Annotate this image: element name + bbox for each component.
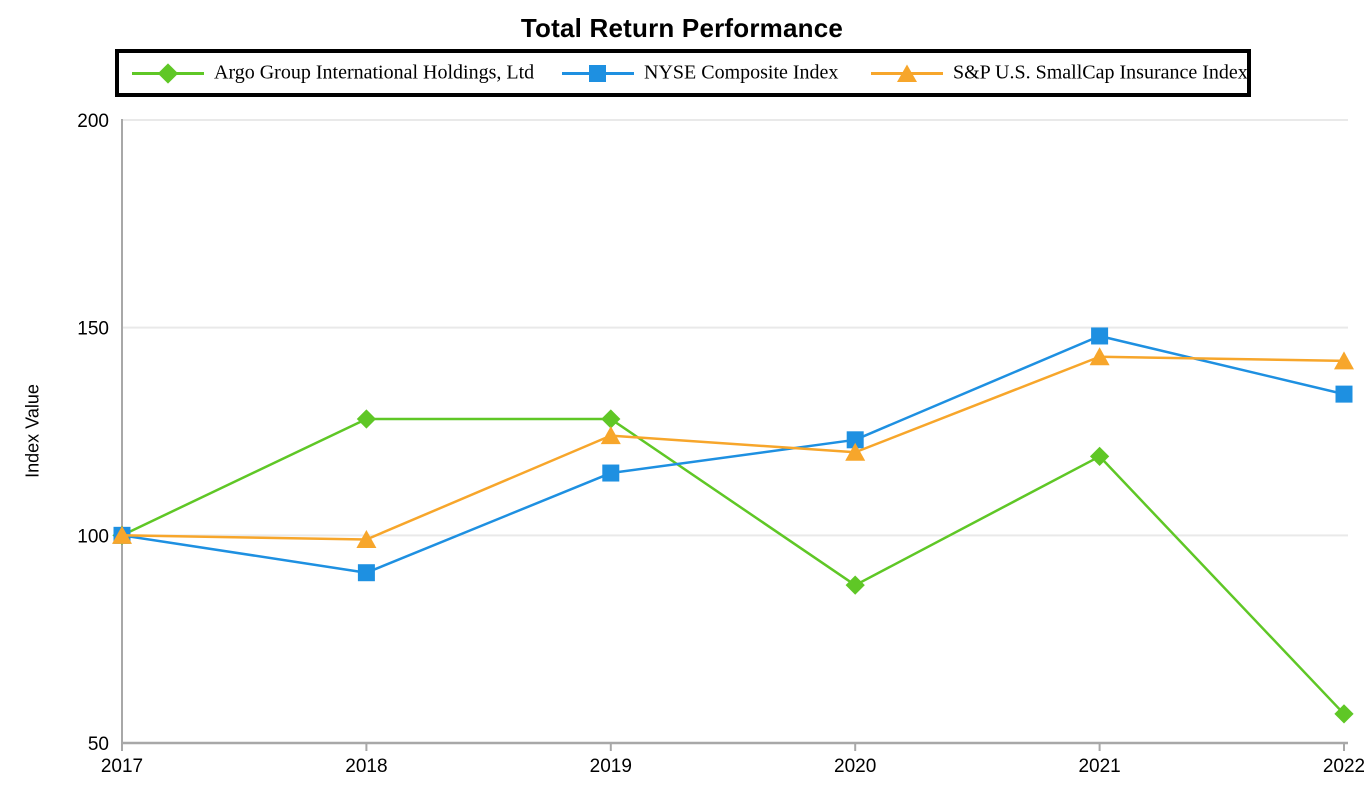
data-point-0-2018 — [356, 409, 377, 429]
y-tick-label-100: 100 — [77, 526, 109, 547]
legend-item-argo: Argo Group International Holdings, Ltd — [131, 62, 534, 85]
legend-triangle-glyph — [897, 64, 917, 82]
data-point-0-2019 — [601, 409, 621, 429]
square-marker-icon — [562, 64, 634, 82]
data-point-1-2022 — [1335, 385, 1353, 403]
data-point-2-2022 — [1334, 351, 1354, 370]
legend-item-sp-smallcap: S&P U.S. SmallCap Insurance Index — [870, 62, 1248, 85]
legend-square-glyph — [589, 64, 606, 82]
y-tick-label-200: 200 — [77, 111, 109, 132]
x-tick-label-2018: 2018 — [345, 756, 387, 777]
legend-label-nyse: NYSE Composite Index — [644, 61, 839, 84]
y-tick-label-150: 150 — [77, 319, 109, 340]
x-tick-label-2021: 2021 — [1078, 756, 1120, 777]
data-point-1-2021 — [1091, 327, 1109, 345]
data-point-2-2018 — [356, 529, 377, 548]
data-point-1-2020 — [846, 431, 864, 449]
y-tick-label-50: 50 — [88, 734, 109, 755]
data-point-2-2021 — [1089, 347, 1110, 366]
chart-title: Total Return Performance — [520, 13, 844, 43]
x-tick-label-2019: 2019 — [590, 756, 632, 777]
data-point-1-2018 — [357, 564, 375, 582]
series-line-2 — [121, 355, 1345, 541]
legend-item-nyse: NYSE Composite Index — [561, 62, 838, 85]
diamond-marker-icon — [132, 62, 204, 84]
legend-label-sp-smallcap: S&P U.S. SmallCap Insurance Index — [953, 61, 1248, 84]
series-line-0 — [121, 417, 1345, 715]
data-point-0-2020 — [845, 575, 865, 595]
data-point-2-2019 — [600, 426, 621, 445]
series-line-1 — [121, 334, 1345, 574]
legend-label-argo: Argo Group International Holdings, Ltd — [214, 61, 535, 84]
x-tick-label-2022: 2022 — [1323, 756, 1364, 777]
x-tick-label-2017: 2017 — [101, 756, 143, 777]
data-point-2-2017 — [112, 525, 132, 544]
data-point-2-2020 — [845, 442, 866, 461]
triangle-marker-icon — [871, 64, 943, 82]
legend-box: Argo Group International Holdings, Ltd N… — [115, 49, 1251, 97]
x-tick-label-2020: 2020 — [834, 756, 876, 777]
data-point-1-2019 — [602, 464, 620, 482]
